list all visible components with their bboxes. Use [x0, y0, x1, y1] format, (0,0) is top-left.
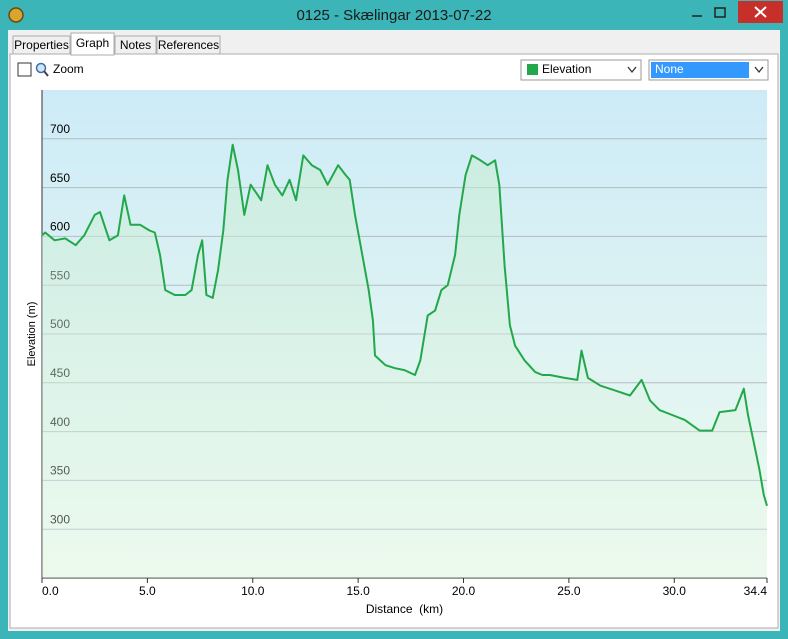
dropdown-arrow — [754, 66, 764, 74]
tab[interactable] — [12, 35, 71, 55]
tab-label: References — [158, 38, 219, 52]
legend-label: Elevation — [542, 62, 591, 76]
y-tick-label: 600 — [50, 220, 70, 234]
tab-label: Graph — [76, 36, 109, 50]
zoom-icon-handle — [43, 70, 49, 77]
series-dropdown[interactable] — [520, 59, 642, 81]
close-icon — [754, 6, 767, 18]
elevation-line — [41, 143, 768, 507]
y-tick-label: 700 — [50, 122, 70, 136]
zoom-label: Zoom — [53, 62, 84, 76]
second-dropdown-value: None — [655, 62, 684, 76]
x-tick-label: 34.4 — [744, 584, 768, 598]
dropdown-arrow — [627, 66, 637, 74]
x-tick-label: 15.0 — [346, 584, 370, 598]
dropdown-highlight — [651, 62, 749, 78]
window-title: 0125 - Skælingar 2013-07-22 — [296, 7, 491, 24]
app-icon — [8, 7, 24, 23]
tab-label: Notes — [120, 38, 151, 52]
area-fill — [42, 144, 767, 578]
x-tick-label: 20.0 — [452, 584, 476, 598]
y-axis-label: Elevation (m) — [26, 302, 38, 367]
legend-swatch — [527, 64, 538, 75]
x-axis-label: Distance (km) — [366, 602, 443, 616]
tab-label: Properties — [14, 38, 69, 52]
maximize-button[interactable] — [714, 7, 726, 18]
y-tick-label: 650 — [50, 171, 70, 185]
x-tick-label: 25.0 — [557, 584, 581, 598]
x-tick-label: 30.0 — [663, 584, 687, 598]
tab[interactable] — [156, 35, 221, 55]
zoom-checkbox[interactable] — [17, 62, 32, 77]
tab[interactable] — [114, 35, 157, 55]
x-tick-label: 0.0 — [42, 584, 59, 598]
tab[interactable] — [70, 32, 115, 56]
zoom-icon — [35, 62, 47, 74]
x-tick-label: 10.0 — [241, 584, 265, 598]
x-tick-label: 5.0 — [139, 584, 156, 598]
